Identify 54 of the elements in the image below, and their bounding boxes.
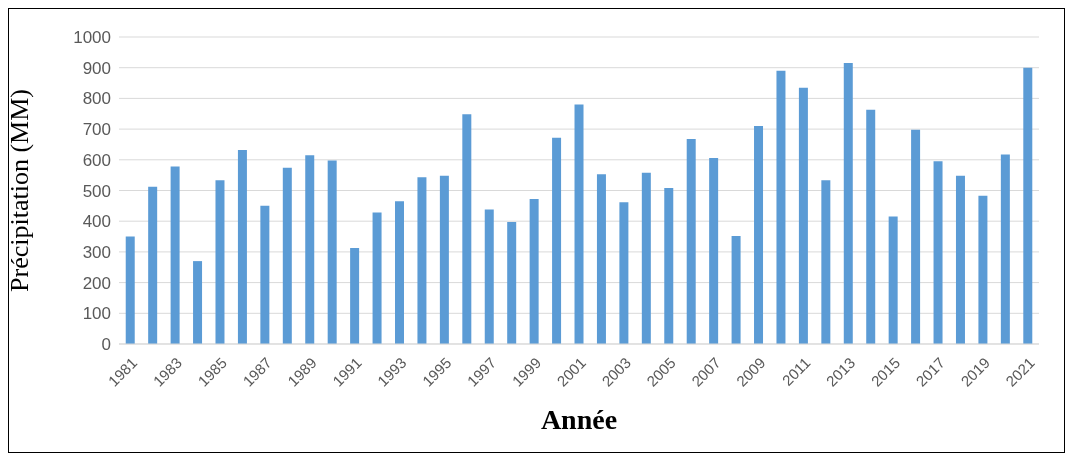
bar <box>709 157 719 344</box>
bar <box>731 235 741 344</box>
bar <box>888 216 898 344</box>
bar <box>596 174 606 344</box>
y-tick-label: 600 <box>82 150 111 170</box>
bar <box>552 137 562 344</box>
y-tick-label: 700 <box>82 120 111 140</box>
bar <box>237 149 247 344</box>
bar <box>911 129 921 344</box>
bar <box>372 212 382 344</box>
bar <box>776 70 786 344</box>
bar <box>1000 154 1010 344</box>
bar <box>260 205 270 344</box>
y-axis-title: Précipitation (MM) <box>5 89 35 292</box>
bar <box>664 188 674 344</box>
bar <box>843 63 853 344</box>
bar <box>1023 67 1033 344</box>
bar <box>821 180 831 344</box>
bar <box>798 87 808 344</box>
bar <box>955 175 965 344</box>
bar <box>282 167 292 344</box>
y-tick-label: 1000 <box>73 28 111 48</box>
bar <box>462 114 472 344</box>
y-tick-label: 0 <box>101 335 111 355</box>
bar <box>305 155 315 344</box>
bar <box>641 172 651 344</box>
y-tick-label: 400 <box>82 212 111 232</box>
bar <box>484 209 494 344</box>
y-tick-label: 900 <box>82 58 111 78</box>
bar <box>686 138 696 344</box>
bar <box>507 222 517 344</box>
bar <box>148 186 158 344</box>
bar <box>170 166 180 344</box>
bar <box>866 109 876 344</box>
bar <box>978 195 988 344</box>
bar <box>754 126 764 344</box>
bar <box>350 247 360 344</box>
bar <box>327 160 337 344</box>
x-axis-title: Année <box>540 404 618 435</box>
bar <box>417 177 427 344</box>
y-tick-label: 100 <box>82 304 111 324</box>
bar <box>619 202 629 344</box>
bar <box>933 161 943 344</box>
bar <box>395 201 404 344</box>
bar <box>439 175 449 344</box>
bar <box>529 199 539 344</box>
bar <box>193 261 203 344</box>
bar <box>574 104 584 344</box>
y-tick-label: 500 <box>82 181 111 201</box>
bar <box>125 236 135 344</box>
y-tick-label: 800 <box>82 89 111 109</box>
y-tick-label: 200 <box>82 273 111 293</box>
y-tick-label: 300 <box>82 242 111 262</box>
bar <box>215 180 225 344</box>
